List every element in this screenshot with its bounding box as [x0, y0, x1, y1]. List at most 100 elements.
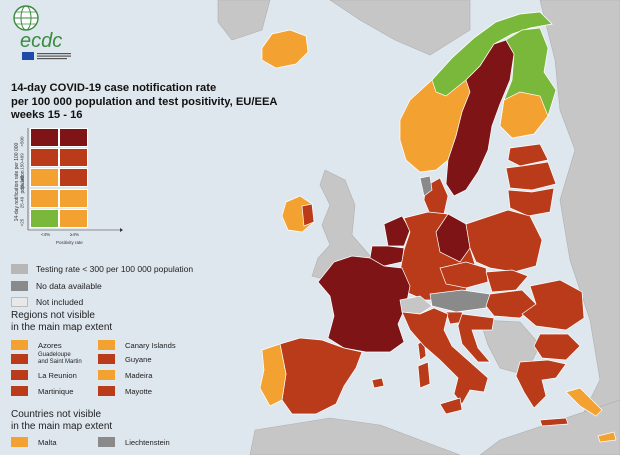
matrix-cell: [59, 188, 88, 208]
matrix-axes: [27, 128, 123, 232]
regions-heading: Regions not visible in the main map exte…: [11, 310, 112, 333]
legend-not-included: Not included: [11, 295, 83, 308]
title-line-2: per 100 000 population and test positivi…: [11, 95, 278, 108]
region-legend-item: Guadeloupe and Saint Martin: [11, 352, 82, 365]
region-croatia: [457, 313, 495, 363]
region-sweden: [445, 39, 515, 197]
matrix-y-tick: <25: [19, 218, 25, 227]
legend-swatch: [11, 437, 28, 447]
legend-label: No data available: [36, 280, 102, 291]
region-legend-label: Azores: [38, 340, 62, 350]
matrix-y-tick: 50-149: [19, 175, 25, 190]
region-legend-label: Madeira: [125, 370, 153, 380]
matrix-cell: [30, 188, 59, 208]
eu-flag-icon: [22, 52, 34, 60]
region-france: [317, 255, 411, 353]
region-legend-item: Canary Islands: [98, 339, 176, 351]
matrix-cell: [30, 208, 59, 228]
bivariate-matrix-legend: 14-day notification rate per 100 000 pop…: [8, 128, 123, 246]
region-ireland-east: [301, 203, 315, 227]
matrix-x-tick-high: ≥4%: [70, 232, 79, 237]
country-legend-item: Liechtenstein: [98, 436, 170, 448]
country-legend-label: Liechtenstein: [125, 437, 170, 447]
legend-swatch: [11, 354, 28, 364]
region-norway-north: [431, 11, 553, 97]
region-lithuania: [507, 187, 555, 217]
regions-heading-line-2: in the main map extent: [11, 321, 113, 333]
region-legend-item: Azores: [11, 339, 62, 351]
matrix-cell: [30, 168, 59, 188]
country-legend-label: Malta: [38, 437, 57, 447]
ecdc-logo: ecdc: [10, 4, 80, 64]
countries-heading: Countries not visible in the main map ex…: [11, 409, 112, 432]
region-poland: [465, 209, 543, 273]
region-legend-label: Guyane: [125, 354, 152, 364]
region-netherlands: [383, 215, 411, 247]
countries-heading-line-1: Countries not visible: [11, 409, 102, 420]
region-legend-label: Guadeloupe and Saint Martin: [38, 352, 82, 365]
region-cyprus: [597, 431, 617, 443]
region-bulgaria: [533, 333, 581, 361]
region-balearic: [371, 377, 385, 389]
region-switzerland: [399, 295, 433, 315]
region-greek-islands: [565, 387, 603, 417]
region-legend-label: La Reunion: [38, 370, 77, 380]
region-greece: [515, 359, 567, 409]
legend-swatch: [98, 354, 115, 364]
region-czechia: [439, 261, 489, 289]
legend-testing-low: Testing rate < 300 per 100 000 populatio…: [11, 262, 193, 275]
region-legend-item: Madeira: [98, 369, 152, 381]
region-latvia: [505, 161, 557, 191]
region-legend-label: Canary Islands: [125, 340, 176, 350]
region-legend-label: Martinique: [38, 386, 74, 396]
legend-swatch: [98, 370, 115, 380]
legend-swatch: [98, 386, 115, 396]
region-legend-item: Guyane: [98, 353, 152, 365]
region-crete: [539, 417, 569, 427]
region-italy: [401, 307, 489, 405]
matrix-cell: [59, 208, 88, 228]
region-portugal: [259, 343, 287, 407]
countries-heading-line-2: in the main map extent: [11, 420, 113, 432]
map-title: 14-day COVID-19 case notification rate p…: [11, 82, 278, 123]
regions-heading-line-1: Regions not visible: [11, 310, 95, 321]
legend-label: Not included: [36, 296, 84, 307]
matrix-x-axis-label: Positivity rate: [56, 240, 83, 245]
region-denmark-grey: [419, 175, 433, 197]
legend-swatch: [98, 340, 115, 350]
matrix-cell: [59, 128, 88, 147]
legend-no-data: No data available: [11, 279, 102, 292]
matrix-cell: [30, 128, 59, 147]
region-hungary: [485, 289, 537, 319]
region-legend-item: Martinique: [11, 385, 73, 397]
legend-label: Testing rate < 300 per 100 000 populatio…: [36, 263, 194, 274]
matrix-y-tick: >500: [19, 136, 25, 147]
legend-swatch: [11, 263, 28, 274]
globe-icon: [13, 5, 39, 31]
legend-swatch: [11, 296, 28, 307]
region-legend-item: Mayotte: [98, 385, 152, 397]
matrix-cell: [59, 168, 88, 188]
country-legend-item: Malta: [11, 436, 57, 448]
matrix-cell: [59, 148, 88, 168]
region-finland-south: [499, 91, 549, 139]
title-line-1: 14-day COVID-19 case notification rate: [11, 82, 217, 94]
region-iceland: [261, 29, 309, 69]
legend-swatch: [11, 340, 28, 350]
legend-swatch: [11, 386, 28, 396]
region-sardinia: [417, 361, 431, 389]
title-line-3: weeks 15 - 16: [11, 109, 83, 121]
logo-wordmark: ecdc: [20, 30, 62, 52]
non-eu-land: [217, 0, 620, 455]
matrix-y-tick: 150-499: [19, 153, 25, 171]
legend-swatch: [11, 280, 28, 291]
region-estonia: [507, 143, 549, 167]
region-legend-label: Mayotte: [125, 386, 153, 396]
region-romania: [521, 279, 585, 331]
matrix-x-tick-low: <4%: [41, 232, 51, 237]
matrix-y-tick: 25-49: [19, 196, 25, 209]
region-slovakia: [485, 269, 529, 293]
matrix-cell: [30, 148, 59, 168]
legend-swatch: [98, 437, 115, 447]
